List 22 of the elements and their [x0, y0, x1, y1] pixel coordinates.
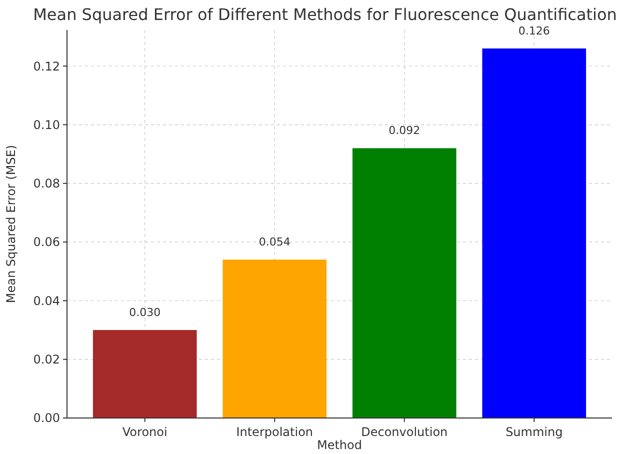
y-tick-label: 0.10: [33, 118, 60, 132]
y-tick-label: 0.08: [33, 176, 60, 191]
data-label: 0.126: [518, 24, 550, 38]
data-label: 0.030: [129, 306, 161, 320]
x-axis-title: Method: [316, 438, 362, 452]
data-label: 0.092: [388, 124, 420, 138]
y-tick-label: 0.00: [33, 411, 60, 426]
x-tick-label: Deconvolution: [361, 425, 448, 439]
bar: [352, 148, 456, 418]
y-axis-title: Mean Squared Error (MSE): [4, 144, 18, 304]
x-tick-label: Interpolation: [236, 425, 314, 439]
bar: [482, 48, 586, 418]
y-tick-label: 0.12: [33, 59, 60, 74]
y-tick-label: 0.02: [33, 352, 60, 367]
chart-title: Mean Squared Error of Different Methods for Fluorescence Quantification: [33, 5, 617, 24]
x-tick-label: Voronoi: [122, 425, 168, 439]
y-tick-label: 0.04: [33, 294, 60, 308]
data-label: 0.054: [258, 236, 290, 249]
y-tick-label: 0.06: [33, 235, 60, 250]
bar: [222, 260, 327, 418]
x-tick-label: Summing: [506, 425, 563, 439]
bar: [92, 330, 197, 418]
